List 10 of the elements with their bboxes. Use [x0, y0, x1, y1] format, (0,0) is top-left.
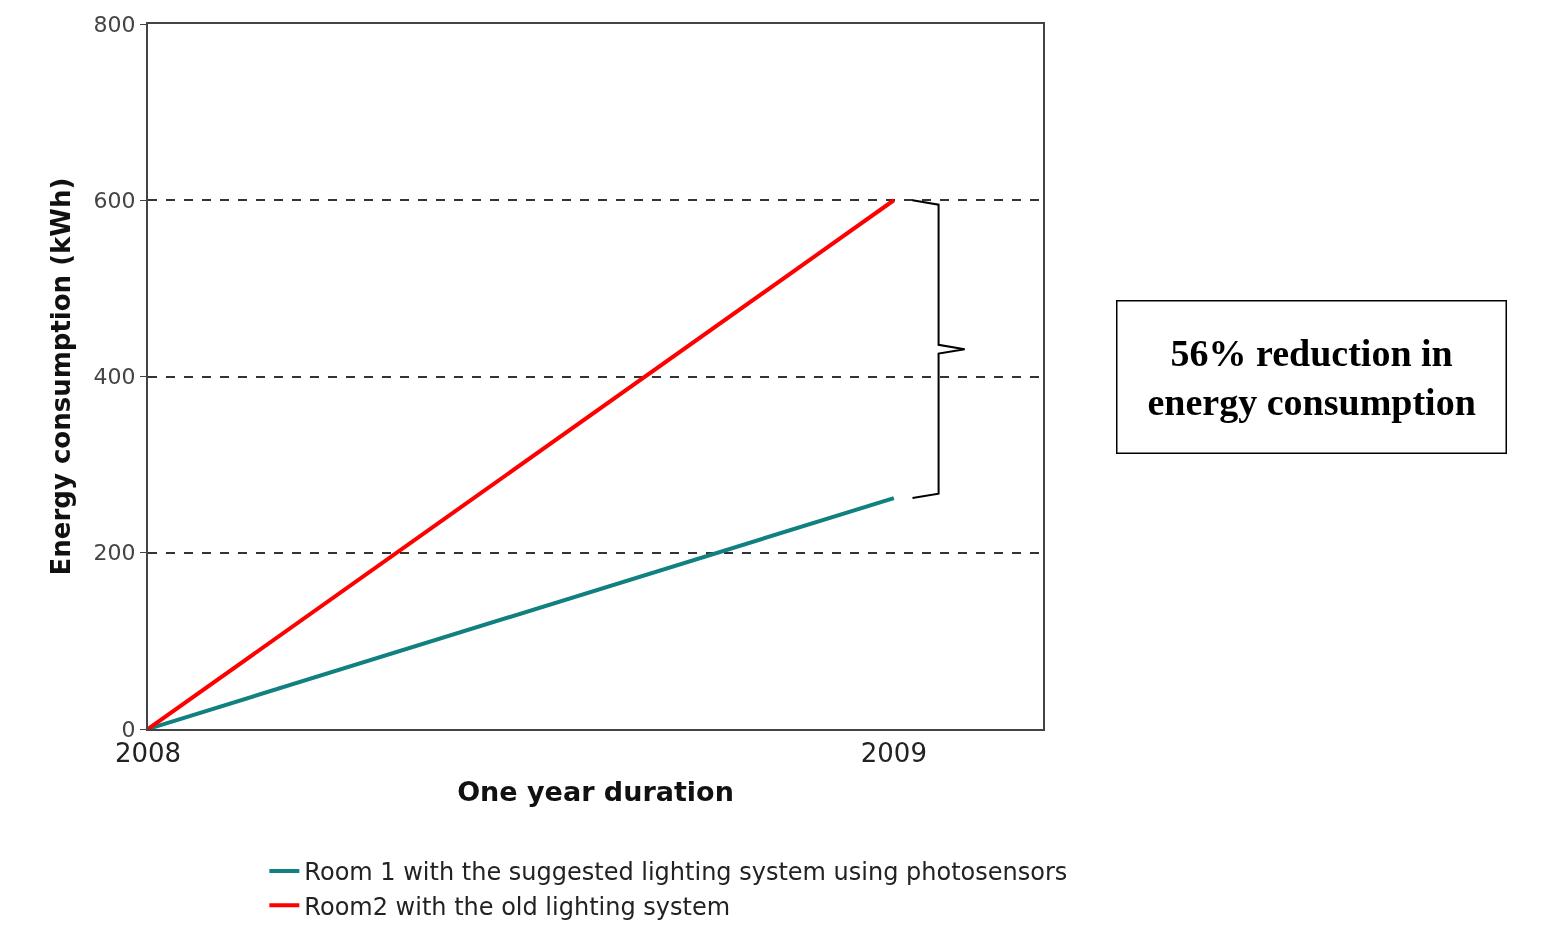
legend-label: Room2 with the old lighting system — [304, 892, 731, 921]
text: 56% reduction in energy consumption — [1147, 331, 1476, 423]
y-tick-label: 200 — [93, 540, 136, 566]
y-tick-label: 800 — [93, 11, 136, 37]
legend-label: Room 1 with the suggested lighting system using photosensors — [304, 858, 1068, 887]
x-tick-label: 2009 — [860, 738, 927, 769]
y-axis-title: Energy consumption (kWh) — [46, 177, 77, 576]
y-tick-label: 400 — [93, 364, 136, 390]
y-tick-label: 600 — [93, 187, 136, 213]
x-axis-title: One year duration — [457, 776, 734, 808]
